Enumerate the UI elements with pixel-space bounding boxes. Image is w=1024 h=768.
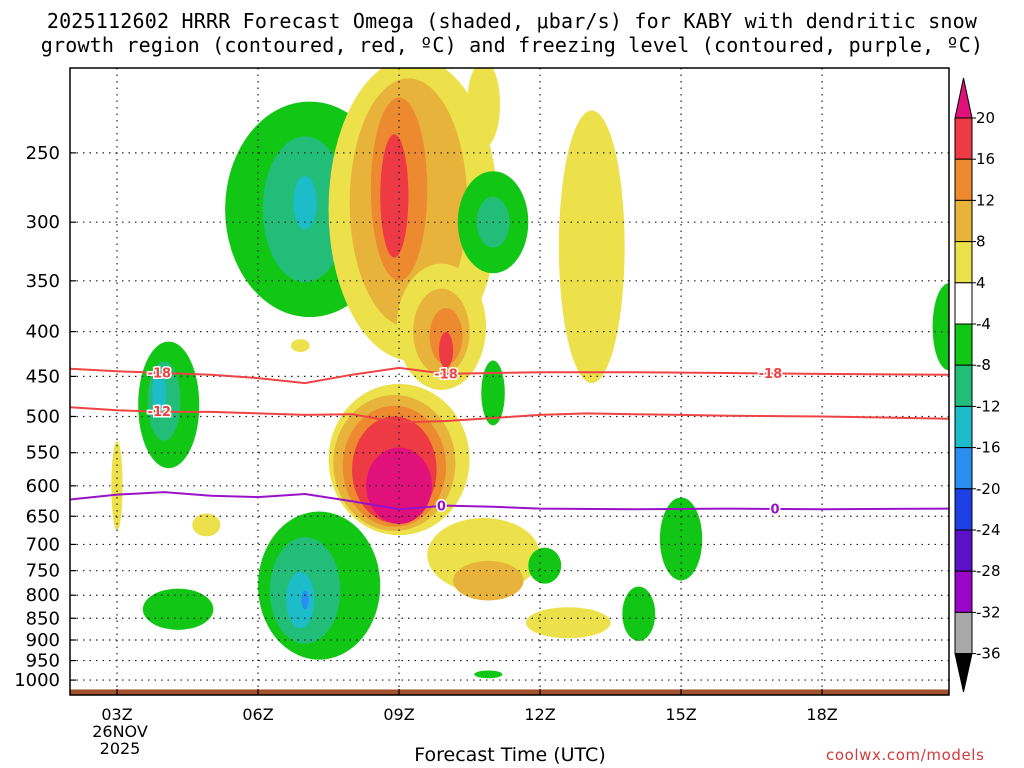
colorbar-label-1: 16 (976, 150, 995, 168)
colorbar-swatch-3 (954, 241, 973, 284)
colorbar-label-0: 20 (976, 109, 995, 127)
colorbar-label-9: -20 (976, 480, 1001, 498)
colorbar-swatch-0 (954, 117, 973, 160)
x-axis-title: Forecast Time (UTC) (414, 744, 606, 766)
colorbar-label-10: -24 (976, 521, 1001, 539)
omega-shading (111, 68, 949, 679)
contour-label-2-0: 0 (437, 499, 446, 514)
omega-region-23 (453, 560, 524, 601)
site-credit: coolwx.com/models (826, 746, 985, 764)
omega-region-35 (525, 607, 611, 639)
x-tick-label-03Z: 03Z (101, 705, 132, 724)
colorbar-bottom-arrow (954, 653, 973, 693)
colorbar-swatch-9 (954, 488, 973, 531)
colorbar-swatch-1 (954, 158, 973, 201)
x-tick-label-15Z: 15Z (665, 705, 696, 724)
colorbar-label-7: -12 (976, 397, 1001, 415)
omega-region-10 (558, 110, 625, 384)
x-tick-label-09Z: 09Z (383, 705, 414, 724)
x-date-label-day: 26NOV (92, 722, 148, 741)
omega-region-7 (467, 68, 501, 148)
colorbar-swatch-11 (954, 570, 973, 613)
y-tick-label-350: 350 (26, 271, 60, 292)
y-tick-label-300: 300 (26, 212, 60, 233)
y-axis: 2503003504004505005506006507007508008509… (14, 143, 76, 691)
contour-line-2 (70, 491, 949, 511)
chart-title-line-1: 2025112602 HRRR Forecast Omega (shaded, … (46, 9, 978, 33)
y-tick-label-550: 550 (26, 443, 60, 464)
colorbar-label-5: -4 (976, 315, 991, 333)
contour-label-0-2: -18 (759, 367, 783, 382)
colorbar-swatch-4 (954, 282, 973, 325)
contour-label-1-0: -12 (148, 405, 172, 420)
y-tick-label-1000: 1000 (14, 670, 60, 691)
colorbar-label-3: 8 (976, 233, 986, 251)
y-tick-label-700: 700 (26, 534, 60, 555)
omega-region-40 (290, 339, 310, 353)
y-tick-label-850: 850 (26, 608, 60, 629)
contour-label-2-1: 0 (771, 502, 780, 517)
omega-region-26 (152, 372, 167, 414)
colorbar-swatch-10 (954, 529, 973, 572)
y-tick-label-900: 900 (26, 630, 60, 651)
omega-region-28 (192, 513, 221, 537)
grid (70, 68, 949, 695)
y-tick-label-750: 750 (26, 561, 60, 582)
temperature-contours: -18 -18 -18 -12 0 0 (70, 365, 949, 519)
y-tick-label-600: 600 (26, 476, 60, 497)
colorbar-label-6: -8 (976, 356, 991, 374)
omega-region-38 (474, 670, 503, 679)
colorbar-label-12: -32 (976, 603, 1001, 621)
contour-line-0 (70, 366, 949, 385)
colorbar-label-2: 12 (976, 191, 995, 209)
omega-region-21 (366, 447, 432, 524)
colorbar-swatch-7 (954, 405, 973, 449)
y-tick-label-400: 400 (26, 322, 60, 343)
omega-region-14 (438, 332, 454, 369)
omega-region-27 (111, 441, 123, 531)
x-axis: 03Z 06Z 09Z 12Z 15Z 18Z (101, 689, 838, 724)
y-tick-label-800: 800 (26, 585, 60, 606)
omega-region-6 (380, 134, 409, 258)
contour-label-0-1: -18 (434, 367, 458, 382)
omega-region-37 (622, 586, 656, 641)
colorbar-label-11: -28 (976, 562, 1001, 580)
y-tick-label-950: 950 (26, 651, 60, 672)
omega-region-34 (528, 547, 562, 584)
contour-line-1 (70, 406, 949, 424)
y-tick-label-650: 650 (26, 506, 60, 527)
colorbar-label-13: -36 (976, 645, 1001, 663)
omega-region-33 (142, 588, 214, 630)
x-date-label-year: 2025 (99, 739, 141, 758)
colorbar-swatch-5 (954, 323, 973, 366)
colorbar-swatch-12 (954, 611, 973, 655)
y-tick-label-500: 500 (26, 406, 60, 427)
colorbar-swatch-8 (954, 447, 973, 490)
colorbar-swatch-6 (954, 364, 973, 407)
omega-region-36 (659, 497, 703, 581)
plot-frame (69, 67, 950, 696)
x-tick-label-18Z: 18Z (806, 705, 837, 724)
x-tick-label-12Z: 12Z (524, 705, 555, 724)
omega-region-15 (481, 360, 505, 426)
colorbar-swatch-2 (954, 199, 973, 243)
contour-label-0-0: -18 (148, 366, 172, 381)
colorbar-top-arrow (954, 77, 973, 119)
colorbar: 20 16 12 8 4 -4 -8 -12 -16 -20 -24 -28 -32 -36 (954, 77, 1001, 693)
chart-title-line-2: growth region (contoured, red, ºC) and f… (40, 33, 984, 57)
y-tick-label-250: 250 (26, 143, 60, 164)
ground-surface (70, 689, 949, 695)
colorbar-label-8: -16 (976, 439, 1001, 457)
omega-region-2 (293, 175, 317, 230)
omega-region-32 (301, 590, 309, 610)
x-tick-label-06Z: 06Z (242, 705, 273, 724)
omega-region-39 (932, 283, 949, 371)
y-tick-label-450: 450 (26, 366, 60, 387)
colorbar-label-4: 4 (976, 274, 986, 292)
omega-region-31 (286, 571, 315, 629)
